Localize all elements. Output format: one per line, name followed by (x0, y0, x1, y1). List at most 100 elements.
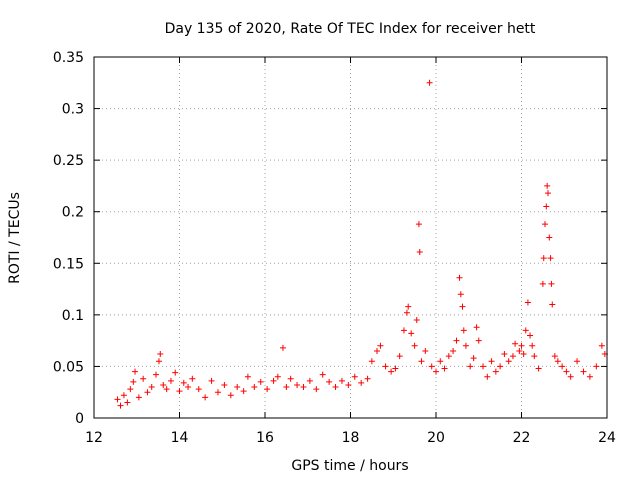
data-point (114, 396, 121, 403)
data-point (234, 384, 241, 391)
data-point (418, 358, 425, 365)
data-point (135, 394, 142, 401)
data-point (475, 337, 482, 344)
data-point (392, 365, 399, 372)
data-point (163, 386, 170, 393)
x-tick-label: 22 (513, 430, 531, 446)
data-point (559, 363, 566, 370)
data-point (433, 368, 439, 375)
data-point (374, 347, 381, 354)
data-point (140, 375, 147, 382)
data-point (400, 327, 407, 334)
y-tick-label: 0.35 (53, 50, 84, 66)
x-tick-label: 24 (598, 430, 616, 446)
data-point (467, 363, 474, 370)
data-point (157, 351, 164, 358)
data-point (287, 375, 294, 382)
data-point (413, 317, 420, 324)
data-point (593, 363, 600, 370)
data-point (426, 79, 433, 86)
data-point (586, 373, 593, 380)
data-point (516, 347, 523, 354)
data-point (574, 358, 581, 365)
data-point (459, 303, 466, 310)
data-point (529, 342, 536, 349)
data-point (416, 248, 423, 255)
data-point (396, 353, 403, 360)
data-point (195, 386, 202, 393)
data-point (480, 363, 487, 370)
data-point (492, 368, 499, 375)
data-point (501, 351, 508, 358)
data-point (132, 368, 139, 375)
data-point (403, 309, 410, 316)
data-point (524, 299, 531, 306)
data-point (130, 378, 137, 385)
axis-ticks: 12 14 16 18 20 22 24 0 0.05 0.1 0.15 0.2 0.25 0.3 0.35 (53, 50, 616, 446)
data-point (551, 353, 558, 360)
data-point (264, 386, 271, 393)
data-point (527, 332, 534, 339)
data-point (240, 388, 247, 395)
data-point (549, 301, 556, 308)
data-point (185, 384, 192, 391)
data-point (540, 255, 547, 262)
data-point (563, 368, 570, 375)
x-tick-label: 18 (342, 430, 360, 446)
data-point (422, 347, 429, 354)
data-point (283, 384, 290, 391)
data-point (512, 340, 519, 347)
data-point (535, 365, 542, 372)
data-point (445, 353, 452, 360)
data-point (580, 368, 587, 375)
data-point (543, 203, 550, 210)
data-point (411, 342, 418, 349)
data-point (544, 182, 551, 189)
data-point (120, 392, 127, 399)
data-point (251, 384, 258, 391)
chart-title: Day 135 of 2020, Rate Of TEC Index for r… (165, 21, 536, 37)
x-tick-label: 14 (171, 430, 189, 446)
data-point (319, 371, 326, 378)
data-point (351, 373, 358, 380)
data-point (160, 381, 167, 388)
data-point (208, 377, 215, 384)
data-point (437, 358, 444, 365)
y-tick-label: 0.15 (53, 256, 84, 272)
data-point (306, 377, 313, 384)
y-tick-label: 0.3 (62, 102, 84, 118)
data-point (509, 353, 516, 360)
data-point (531, 353, 538, 360)
data-point (382, 363, 389, 370)
data-point (567, 373, 574, 380)
data-point (227, 392, 234, 399)
data-point (180, 379, 187, 386)
data-point (484, 373, 491, 380)
data-point (470, 355, 477, 362)
data-point (124, 399, 131, 406)
data-point (542, 221, 549, 228)
data-point (545, 190, 552, 197)
data-point (300, 384, 307, 391)
x-tick-label: 16 (256, 430, 274, 446)
y-tick-label: 0 (75, 411, 84, 427)
data-point (338, 377, 345, 384)
data-point (547, 255, 554, 262)
data-point (522, 327, 529, 334)
data-point (127, 386, 134, 393)
y-axis-label: ROTI / TECUs (7, 192, 23, 284)
data-point (473, 324, 480, 331)
y-tick-label: 0.1 (62, 308, 84, 324)
data-point (214, 389, 221, 396)
data-point (554, 358, 561, 365)
data-point (497, 363, 504, 370)
data-point (221, 381, 228, 388)
data-point (488, 358, 495, 365)
y-tick-label: 0.2 (62, 205, 84, 221)
data-point (117, 402, 124, 409)
data-point (279, 344, 286, 351)
data-point (368, 358, 375, 365)
data-point (415, 221, 422, 228)
grid-lines (94, 57, 607, 418)
data-point (456, 274, 463, 281)
